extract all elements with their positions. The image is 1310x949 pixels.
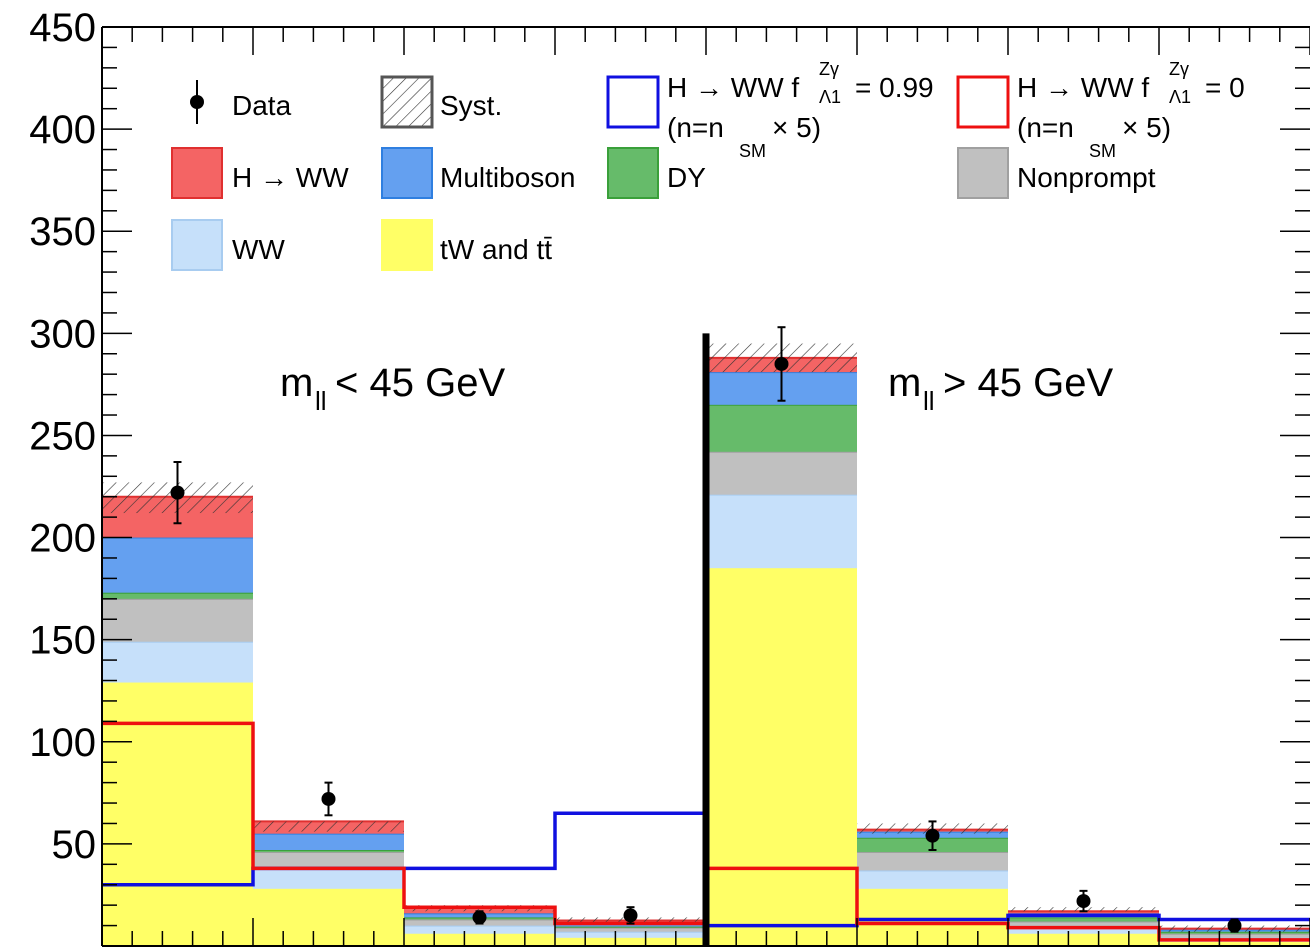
data-point-2 [472,910,487,925]
stack-bar-1-2 [404,925,555,934]
region-label-left-sub: ll [315,386,327,416]
data-point-3 [623,908,638,923]
stack-bar-1-6 [1008,927,1159,934]
legend-top-label: tW and tt̄ [440,234,552,265]
legend-alt-blue-norm-suffix: × 5) [772,112,821,143]
stack-bar-3-0 [102,592,253,599]
stack-bar-2-6 [1008,921,1159,928]
y-tick-label-150: 150 [29,619,96,663]
stack-bar-0-2 [404,933,555,946]
legend-alt-blue-swatch [606,75,660,129]
legend-multiboson-swatch [381,147,433,199]
region-label-right-sub: ll [923,386,935,416]
stack-bar-2-5 [857,852,1008,871]
region-label-left-m: m [280,361,313,405]
stack-bar-3-6 [1008,917,1159,922]
stack-bar-5-6 [1008,911,1159,914]
stack-bar-0-7 [1159,941,1310,946]
legend-top-swatch [381,219,433,271]
stack-bar-0-1 [253,888,404,946]
axes-layer: 50 100 150 200 250 300 350 400 450 [29,6,1310,947]
stack-bar-1-1 [253,868,404,889]
legend-nonprompt-swatch [957,147,1009,199]
data-point-5 [925,828,940,843]
legend-alt-blue-value: = 0.99 [855,72,934,103]
stack-bar-4-0 [102,537,253,593]
legend-alt-blue-label: H → WW f [667,72,799,103]
y-tick-label-450: 450 [29,6,96,50]
stack-bar-4-1 [253,833,404,851]
legend-ww-label: WW [232,234,285,265]
legend-data-label: Data [232,90,292,121]
stack-bar-0-4 [706,568,857,946]
legend-alt-red-label: H → WW f [1017,72,1149,103]
legend-nonprompt-label: Nonprompt [1017,162,1156,193]
data-point-7 [1227,918,1242,933]
region-label-right-text: > 45 GeV [943,361,1113,405]
legend-alt-red-value: = 0 [1205,72,1245,103]
legend-syst-swatch [380,75,434,129]
legend-alt-red-sub: Λ1 [1169,87,1191,107]
stack-bar-3-1 [253,850,404,853]
stack-bar-2-4 [706,451,857,495]
legend-alt-blue-sup: Zγ [819,59,839,79]
stack-bar-0-0 [102,682,253,946]
legend-dy-swatch [607,147,659,199]
legend-dy-label: DY [667,162,706,193]
legend-alt-blue-sub: Λ1 [819,87,841,107]
y-tick-label-400: 400 [29,108,96,152]
stack-bar-1-5 [857,870,1008,889]
legend-alt-blue-norm: (n=n [667,112,724,143]
stack-bar-1-0 [102,641,253,683]
y-tick-label-100: 100 [29,721,96,765]
stack-bar-2-1 [253,852,404,869]
legend-hww-swatch [171,147,223,199]
stack-bar-2-7 [1159,933,1310,938]
stack-bar-0-6 [1008,933,1159,946]
data-point-1 [321,791,336,806]
stack-bar-0-5 [857,888,1008,946]
y-tick-label-50: 50 [52,823,97,867]
syst-band-1 [253,821,404,832]
data-layer [170,326,1242,933]
legend-data-marker [190,95,204,109]
y-tick-label-300: 300 [29,312,96,356]
y-tick-label-200: 200 [29,517,96,561]
stack-bar-3-7 [1159,931,1310,934]
stack-bar-1-3 [555,931,706,938]
data-point-6 [1076,894,1091,909]
legend-alt-blue-norm-sub: SM [739,141,766,161]
legend-alt-red-norm: (n=n [1017,112,1074,143]
stack-bar-2-0 [102,598,253,642]
data-point-0 [170,485,185,500]
legend-hww-label: H → WW [232,162,349,193]
stack-bar-3-4 [706,404,857,452]
legend-alt-red-sup: Zγ [1169,59,1189,79]
stack-bar-2-3 [555,927,706,932]
stack-bar-1-4 [706,494,857,569]
region-label-left-text: < 45 GeV [335,361,505,405]
legend-alt-red-norm-sub: SM [1089,141,1116,161]
legend-ww-swatch [171,219,223,271]
legend: Data Syst. H → WW f Zγ Λ1 = 0.99 (n=n SM × 5) H … [171,59,1245,271]
region-label-right-m: m [888,361,921,405]
data-point-4 [774,356,789,371]
legend-alt-red-swatch [956,75,1010,129]
legend-alt-red-norm-suffix: × 5) [1122,112,1171,143]
region-labels: m ll < 45 GeV m ll > 45 GeV [280,361,1113,416]
legend-multiboson-label: Multiboson [440,162,575,193]
y-tick-label-350: 350 [29,210,96,254]
stack-bar-0-3 [555,937,706,946]
legend-syst-label: Syst. [440,90,502,121]
y-tick-label-250: 250 [29,414,96,458]
